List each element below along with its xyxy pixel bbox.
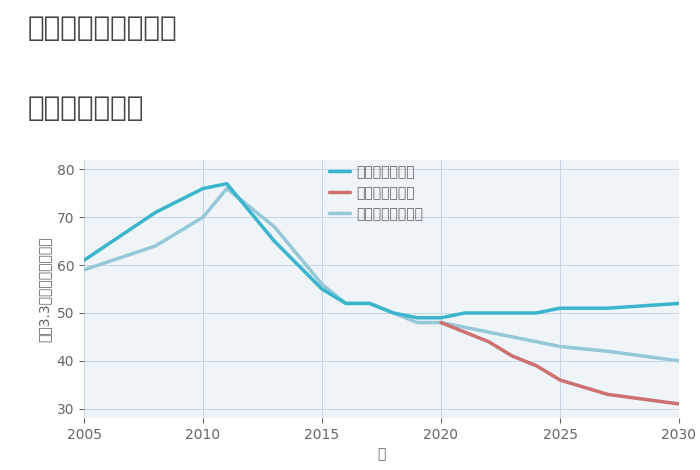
ノーマルシナリオ [556,344,564,349]
ノーマルシナリオ [389,310,398,316]
ノーマルシナリオ [199,214,207,220]
Text: 千葉県船橋市金杉の: 千葉県船橋市金杉の [28,14,178,42]
Text: 土地の価格推移: 土地の価格推移 [28,94,144,122]
ノーマルシナリオ [484,329,493,335]
グッドシナリオ [532,310,540,316]
グッドシナリオ [80,258,88,263]
Line: ノーマルシナリオ: ノーマルシナリオ [84,188,679,361]
ノーマルシナリオ [461,324,469,330]
ノーマルシナリオ [675,358,683,364]
バッドシナリオ [437,320,445,325]
ノーマルシナリオ [413,320,421,325]
グッドシナリオ [270,238,279,244]
グッドシナリオ [318,286,326,292]
バッドシナリオ [484,339,493,345]
Y-axis label: 坪（3.3㎡）単価（万円）: 坪（3.3㎡）単価（万円） [37,236,51,342]
バッドシナリオ [532,363,540,368]
グッドシナリオ [484,310,493,316]
バッドシナリオ [603,392,612,397]
グッドシナリオ [342,301,350,306]
ノーマルシナリオ [223,186,231,191]
バッドシナリオ [461,329,469,335]
ノーマルシナリオ [508,334,517,340]
ノーマルシナリオ [342,301,350,306]
グッドシナリオ [508,310,517,316]
X-axis label: 年: 年 [377,447,386,462]
ノーマルシナリオ [270,224,279,230]
ノーマルシナリオ [151,243,160,249]
グッドシナリオ [461,310,469,316]
Line: グッドシナリオ: グッドシナリオ [84,184,679,318]
ノーマルシナリオ [603,348,612,354]
グッドシナリオ [223,181,231,187]
Legend: グッドシナリオ, バッドシナリオ, ノーマルシナリオ: グッドシナリオ, バッドシナリオ, ノーマルシナリオ [323,160,429,227]
ノーマルシナリオ [318,282,326,287]
グッドシナリオ [151,210,160,215]
バッドシナリオ [675,401,683,407]
ノーマルシナリオ [80,267,88,273]
グッドシナリオ [389,310,398,316]
ノーマルシナリオ [365,301,374,306]
バッドシナリオ [556,377,564,383]
グッドシナリオ [603,306,612,311]
グッドシナリオ [199,186,207,191]
グッドシナリオ [437,315,445,321]
グッドシナリオ [413,315,421,321]
ノーマルシナリオ [532,339,540,345]
Line: バッドシナリオ: バッドシナリオ [441,322,679,404]
ノーマルシナリオ [437,320,445,325]
グッドシナリオ [556,306,564,311]
バッドシナリオ [508,353,517,359]
グッドシナリオ [675,301,683,306]
グッドシナリオ [365,301,374,306]
